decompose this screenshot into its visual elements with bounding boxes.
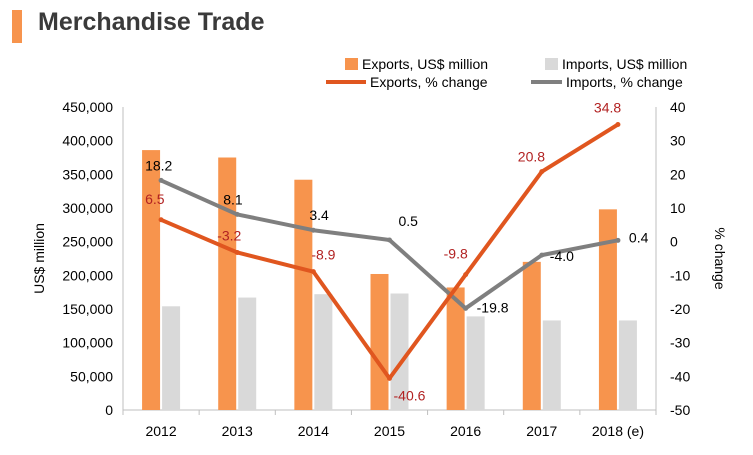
exports-bar bbox=[446, 287, 465, 410]
y-axis-label-left: US$ million bbox=[31, 223, 47, 294]
exports-change-point bbox=[615, 122, 621, 128]
y-tick-label-left: 450,000 bbox=[62, 99, 113, 115]
x-tick-label: 2016 bbox=[450, 423, 481, 439]
exports-change-point bbox=[234, 249, 240, 255]
y-tick-label-left: 350,000 bbox=[62, 166, 113, 182]
exports-change-data-label: -8.9 bbox=[311, 247, 335, 263]
exports-change-data-label: -9.8 bbox=[444, 246, 468, 262]
imports-change-point bbox=[310, 227, 316, 233]
y-tick-label-right: 20 bbox=[670, 166, 686, 182]
exports-change-point bbox=[158, 217, 164, 223]
imports-change-data-label: 8.1 bbox=[223, 191, 243, 207]
page-title: Merchandise Trade bbox=[38, 8, 265, 36]
x-tick-label: 2014 bbox=[298, 423, 329, 439]
exports-change-point bbox=[539, 169, 545, 175]
exports-bar bbox=[294, 179, 313, 410]
imports-change-data-label: -4.0 bbox=[550, 248, 574, 264]
exports-bar bbox=[218, 157, 237, 410]
imports-change-data-label: 0.4 bbox=[629, 229, 649, 245]
exports-change-point bbox=[387, 375, 392, 381]
y-tick-label-right: -50 bbox=[670, 402, 690, 418]
exports-bar bbox=[522, 261, 541, 410]
x-tick-label: 2012 bbox=[145, 423, 176, 439]
exports-change-point bbox=[310, 269, 316, 275]
x-tick-label: 2013 bbox=[222, 423, 253, 439]
y-axis-label-right: % change bbox=[712, 227, 728, 289]
y-tick-label-left: 0 bbox=[105, 402, 113, 418]
imports-change-data-label: 0.5 bbox=[399, 213, 419, 229]
exports-change-point bbox=[463, 272, 469, 278]
y-tick-label-left: 100,000 bbox=[62, 335, 113, 351]
imports-change-data-label: -19.8 bbox=[477, 299, 509, 315]
y-tick-label-left: 150,000 bbox=[62, 301, 113, 317]
imports-change-point bbox=[615, 237, 621, 243]
imports-bar bbox=[162, 306, 181, 410]
y-tick-label-right: -40 bbox=[670, 368, 690, 384]
exports-change-data-label: -40.6 bbox=[394, 387, 426, 403]
y-tick-label-right: 30 bbox=[670, 133, 686, 149]
imports-bar bbox=[466, 316, 485, 410]
exports-bar bbox=[370, 273, 389, 410]
legend-exports-bar-label: Exports, US$ million bbox=[362, 56, 488, 72]
imports-change-data-label: 3.4 bbox=[309, 207, 329, 223]
exports-bar bbox=[142, 150, 161, 411]
imports-change-point bbox=[234, 211, 240, 217]
x-tick-label: 2018 (e) bbox=[592, 423, 644, 439]
x-tick-label: 2017 bbox=[526, 423, 557, 439]
y-tick-label-left: 400,000 bbox=[62, 133, 113, 149]
y-tick-label-left: 250,000 bbox=[62, 234, 113, 250]
imports-bar bbox=[618, 320, 637, 410]
y-tick-label-left: 50,000 bbox=[70, 368, 113, 384]
imports-change-point bbox=[158, 177, 164, 183]
exports-change-data-label: -3.2 bbox=[217, 227, 241, 243]
imports-bar bbox=[238, 297, 257, 410]
x-tick-label: 2015 bbox=[374, 423, 405, 439]
legend-imports-line-label: Imports, % change bbox=[566, 74, 683, 90]
imports-change-point bbox=[463, 305, 469, 311]
y-tick-label-right: 10 bbox=[670, 200, 686, 216]
imports-change-point bbox=[539, 252, 545, 258]
exports-change-data-label: 20.8 bbox=[518, 149, 545, 165]
legend-exports-bar-swatch bbox=[345, 58, 358, 70]
imports-change-point bbox=[387, 237, 392, 243]
y-tick-label-right: 0 bbox=[670, 234, 678, 250]
y-tick-label-right: 40 bbox=[670, 99, 686, 115]
y-tick-label-right: -10 bbox=[670, 267, 690, 283]
legend-exports-line-label: Exports, % change bbox=[370, 74, 488, 90]
exports-change-data-label: 34.8 bbox=[594, 100, 621, 116]
y-tick-label-right: -30 bbox=[670, 335, 690, 351]
y-tick-label-left: 300,000 bbox=[62, 200, 113, 216]
exports-bar bbox=[598, 209, 617, 410]
title-accent-bar bbox=[12, 10, 22, 43]
exports-change-data-label: 6.5 bbox=[145, 191, 165, 207]
y-tick-label-right: -20 bbox=[670, 301, 690, 317]
imports-bar bbox=[390, 293, 409, 410]
legend-imports-bar-label: Imports, US$ million bbox=[562, 56, 687, 72]
imports-change-data-label: 18.2 bbox=[145, 157, 172, 173]
imports-bar bbox=[314, 294, 333, 410]
legend-imports-bar-swatch bbox=[545, 58, 558, 70]
y-tick-label-left: 200,000 bbox=[62, 267, 113, 283]
imports-bar bbox=[542, 320, 561, 410]
